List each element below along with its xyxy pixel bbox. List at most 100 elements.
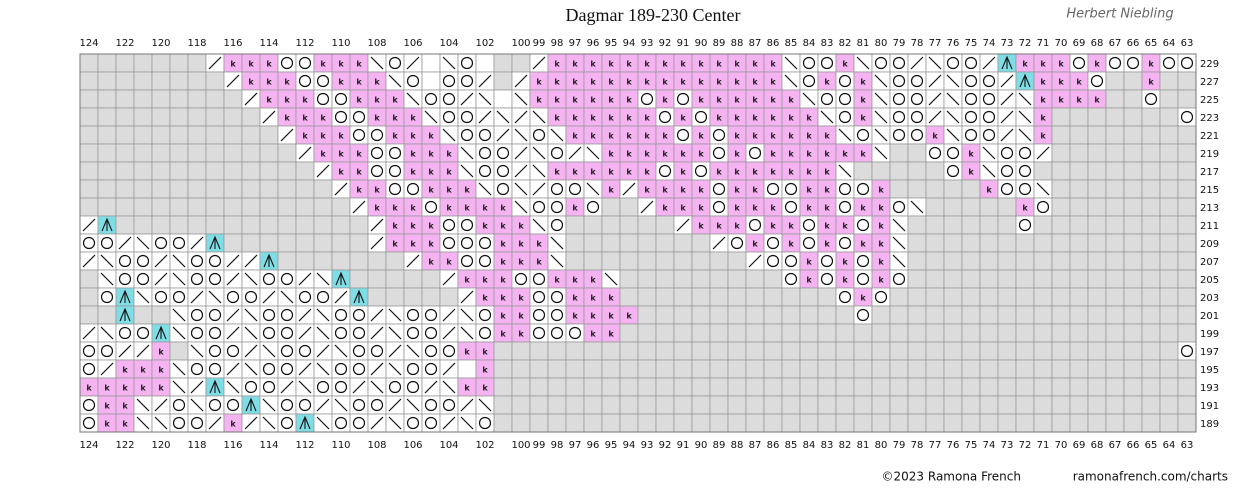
yarn-over — [1000, 182, 1014, 196]
cell — [1141, 305, 1161, 325]
cell — [925, 197, 945, 217]
cell — [385, 287, 405, 307]
column-label: 116 — [223, 440, 242, 451]
column-label: 96 — [587, 440, 600, 451]
purl-symbol: k — [104, 384, 110, 393]
ssk — [460, 146, 474, 160]
cell — [1105, 287, 1125, 307]
yarn-over — [442, 74, 456, 88]
cell — [907, 287, 927, 307]
cell — [223, 233, 243, 253]
ssk — [946, 128, 960, 142]
cell — [367, 161, 387, 181]
cell — [133, 269, 153, 289]
cell — [403, 179, 423, 199]
cell — [1177, 251, 1197, 271]
yarn-over — [352, 362, 366, 376]
double-decrease — [299, 415, 311, 430]
ssk — [190, 398, 204, 412]
purl-symbol: k — [1040, 114, 1046, 123]
cell — [979, 377, 999, 397]
cell — [943, 359, 963, 379]
cell — [979, 395, 999, 415]
purl-symbol: k — [302, 132, 308, 141]
yarn-over — [352, 344, 366, 358]
cell — [547, 215, 567, 235]
yarn-over — [874, 290, 888, 304]
yarn-over — [406, 308, 420, 322]
cell — [115, 197, 135, 217]
cell — [943, 53, 963, 73]
cell — [97, 341, 117, 361]
purl-symbol: k — [122, 420, 128, 429]
k2tog — [154, 398, 168, 412]
cell — [997, 179, 1017, 199]
ssk — [136, 236, 150, 250]
cell — [619, 215, 639, 235]
purl-symbol: k — [518, 258, 524, 267]
k2tog — [928, 92, 942, 106]
purl-symbol: k — [518, 330, 524, 339]
cell — [1051, 215, 1071, 235]
purl-symbol: k — [824, 150, 830, 159]
cell — [727, 233, 747, 253]
yarn-over — [172, 236, 186, 250]
cell — [637, 305, 657, 325]
cell — [1051, 107, 1071, 127]
cell — [673, 89, 693, 109]
yarn-over — [406, 326, 420, 340]
cell — [817, 53, 837, 73]
purl-symbol: k — [932, 132, 938, 141]
cell — [1069, 107, 1089, 127]
cell — [1105, 359, 1125, 379]
cell — [1069, 305, 1089, 325]
purl-symbol: k — [752, 168, 758, 177]
cell — [241, 215, 261, 235]
column-label: 124 — [79, 38, 98, 49]
cell — [313, 215, 333, 235]
cell — [511, 395, 531, 415]
purl-symbol: k — [860, 204, 866, 213]
yarn-over — [280, 272, 294, 286]
purl-symbol: k — [608, 186, 614, 195]
ssk — [334, 398, 348, 412]
ssk — [100, 254, 114, 268]
cell — [943, 413, 963, 433]
purl-symbol: k — [392, 96, 398, 105]
cell — [655, 233, 675, 253]
purl-symbol: k — [500, 240, 506, 249]
ssk — [190, 344, 204, 358]
cell — [241, 179, 261, 199]
cell — [637, 377, 657, 397]
cell — [853, 125, 873, 145]
double-decrease — [335, 271, 347, 286]
cell — [97, 179, 117, 199]
column-label: 85 — [785, 440, 798, 451]
ssk — [784, 74, 798, 88]
cell — [1123, 143, 1143, 163]
double-decrease — [209, 379, 221, 394]
cell — [979, 287, 999, 307]
cell — [79, 53, 99, 73]
column-label: 65 — [1145, 38, 1158, 49]
purl-symbol: k — [338, 60, 344, 69]
cell — [1177, 323, 1197, 343]
cell — [835, 377, 855, 397]
yarn-over — [442, 92, 456, 106]
cell — [187, 71, 207, 91]
cell — [1123, 251, 1143, 271]
chart-title: Dagmar 189-230 Center — [566, 5, 741, 25]
cell — [385, 53, 405, 73]
yarn-over — [316, 380, 330, 394]
cell — [331, 323, 351, 343]
yarn-over — [424, 398, 438, 412]
cell — [403, 359, 423, 379]
ssk — [316, 416, 330, 430]
cell — [1123, 215, 1143, 235]
cell — [673, 341, 693, 361]
yarn-over — [1180, 56, 1194, 70]
cell — [997, 287, 1017, 307]
purl-symbol: k — [680, 114, 686, 123]
cell — [277, 197, 297, 217]
